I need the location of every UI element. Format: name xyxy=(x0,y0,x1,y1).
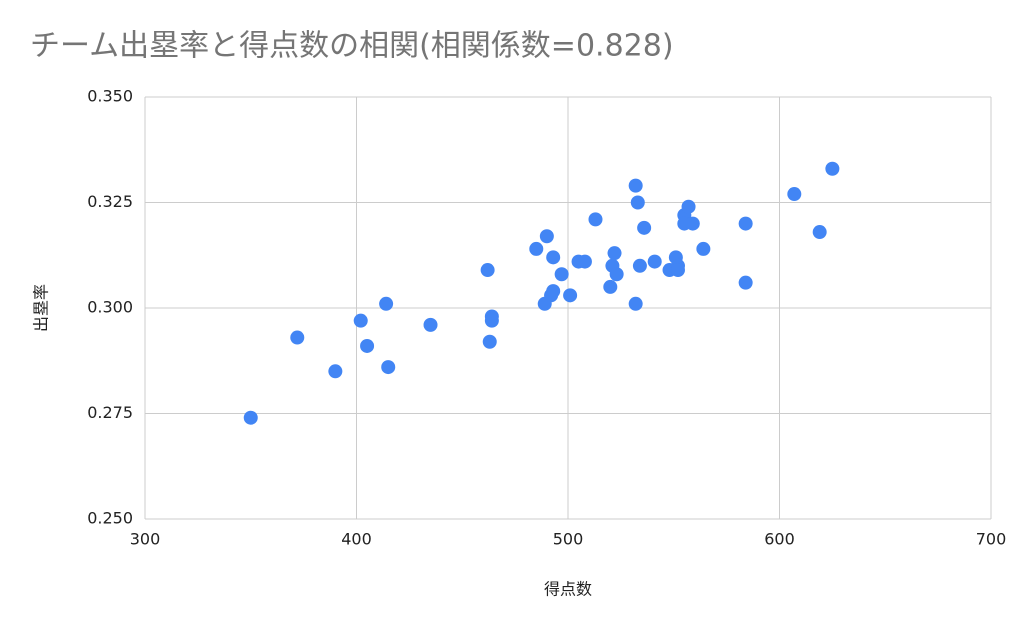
x-tick-label: 700 xyxy=(976,530,1007,549)
point xyxy=(360,338,375,353)
point xyxy=(628,296,643,311)
point xyxy=(482,334,497,349)
point xyxy=(546,284,561,299)
point xyxy=(609,267,624,282)
point xyxy=(539,229,554,244)
point xyxy=(353,313,368,328)
chart-title: チーム出塁率と得点数の相関(相関係数=0.828) xyxy=(30,29,674,64)
point xyxy=(603,279,618,294)
point xyxy=(381,360,396,375)
point xyxy=(647,254,662,269)
point xyxy=(328,364,343,379)
point xyxy=(243,410,258,425)
y-tick-label: 0.350 xyxy=(87,87,133,106)
point xyxy=(637,220,652,235)
point xyxy=(738,275,753,290)
point xyxy=(529,241,544,256)
point xyxy=(484,313,499,328)
y-tick-label: 0.325 xyxy=(87,192,133,211)
point xyxy=(588,212,603,227)
point xyxy=(423,317,438,332)
point xyxy=(825,161,840,176)
y-tick-label: 0.300 xyxy=(87,298,133,317)
point xyxy=(607,246,622,261)
point xyxy=(290,330,305,345)
point xyxy=(628,178,643,193)
y-tick-label: 0.275 xyxy=(87,403,133,422)
point xyxy=(670,263,685,278)
point xyxy=(480,263,495,278)
x-tick-label: 600 xyxy=(764,530,795,549)
x-tick-label: 400 xyxy=(341,530,372,549)
point xyxy=(696,241,711,256)
x-axis-title: 得点数 xyxy=(544,580,592,599)
point xyxy=(812,225,827,240)
point xyxy=(563,288,578,303)
y-axis-title: 出塁率 xyxy=(32,284,51,332)
point xyxy=(787,187,802,202)
point xyxy=(577,254,592,269)
point xyxy=(379,296,394,311)
point xyxy=(681,199,696,214)
y-tick-label: 0.250 xyxy=(87,509,133,528)
point xyxy=(546,250,561,265)
x-tick-label: 500 xyxy=(553,530,584,549)
x-tick-label: 300 xyxy=(130,530,161,549)
point xyxy=(738,216,753,231)
point xyxy=(630,195,645,210)
point xyxy=(554,267,569,282)
point xyxy=(632,258,647,273)
point xyxy=(685,216,700,231)
